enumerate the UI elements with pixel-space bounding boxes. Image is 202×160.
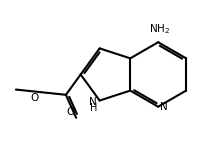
Text: O: O — [31, 93, 39, 103]
Text: O: O — [66, 107, 74, 117]
Text: N: N — [89, 97, 97, 107]
Text: N: N — [160, 102, 167, 112]
Text: NH$_2$: NH$_2$ — [149, 23, 170, 36]
Text: H: H — [90, 103, 97, 113]
